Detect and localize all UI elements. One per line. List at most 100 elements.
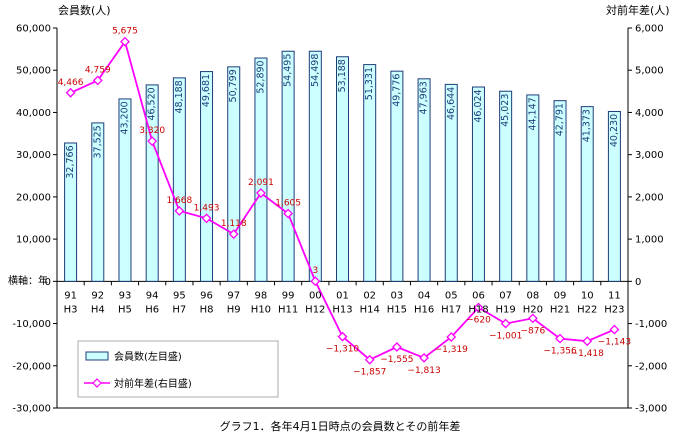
right-tick-label: -3,000 <box>635 404 667 415</box>
x-tick-label-japanese: H8 <box>200 304 214 315</box>
right-tick-label: 1,000 <box>635 235 664 246</box>
bar <box>390 70 404 282</box>
bar <box>417 78 431 282</box>
x-axis-ticks: 91 92 93 94 95 96 97 98 99 00 01 02 03 04 05 06 07 08 09 10… <box>56 281 629 315</box>
right-axis-ticks: 6,000 5,000 4,000 3,000 2,000 1,000 0 -1,000 -2,… <box>628 24 667 415</box>
bar-data-label: 53,188 <box>337 59 348 92</box>
x-tick-label-japanese: H7 <box>172 304 186 315</box>
line-point <box>391 342 402 352</box>
line-data-label: −1,310 <box>326 345 360 355</box>
x-tick-label-western: 00 <box>309 290 322 301</box>
bar <box>254 57 268 282</box>
x-tick-label-japanese: H10 <box>251 304 271 315</box>
bar <box>227 66 241 282</box>
x-tick-label-japanese: H3 <box>64 304 78 315</box>
left-tick-label: 20,000 <box>16 192 51 203</box>
bar-series <box>64 50 621 282</box>
line-point <box>364 354 375 365</box>
x-tick-label-japanese: H14 <box>360 304 380 315</box>
bar-data-label: 46,024 <box>473 89 484 122</box>
line-point <box>582 336 593 347</box>
right-tick-label: 3,000 <box>635 150 664 161</box>
bar <box>607 110 621 282</box>
bar-data-label: 46,520 <box>147 87 158 120</box>
x-tick-label-western: 09 <box>554 290 567 301</box>
line-data-label: −1,143 <box>598 338 631 348</box>
line-point <box>609 324 620 335</box>
bar-data-label: 42,791 <box>555 103 566 136</box>
bar <box>553 100 567 282</box>
bar-data-label: 43,200 <box>119 101 130 134</box>
left-tick-label: 10,000 <box>16 235 51 246</box>
left-tick-label: 0 <box>45 277 51 288</box>
x-tick-label-western: 97 <box>227 290 240 301</box>
line-data-label: −876 <box>520 326 545 336</box>
left-tick-label: -20,000 <box>12 361 51 372</box>
x-tick-label-japanese: H15 <box>387 304 407 315</box>
left-axis-ticks: 60,000 50,000 40,000 30,000 20,000 10,000 0 -10… <box>12 24 57 415</box>
line-point <box>283 208 294 219</box>
right-tick-label: -2,000 <box>635 361 667 372</box>
x-tick-label-western: 11 <box>608 290 621 301</box>
line-data-label: 5,675 <box>112 27 138 37</box>
x-tick-label-western: 95 <box>173 290 186 301</box>
line-data-label: 3,320 <box>139 126 165 136</box>
bar-data-label: 41,373 <box>582 109 593 142</box>
x-tick-label-western: 04 <box>418 290 431 301</box>
x-tick-label-japanese: H19 <box>496 304 516 315</box>
right-tick-label: -1,000 <box>635 319 667 330</box>
right-tick-label: 5,000 <box>635 66 664 77</box>
bar <box>444 83 458 282</box>
line-point <box>256 188 266 198</box>
x-tick-label-japanese: H22 <box>577 304 597 315</box>
x-tick-label-western: 91 <box>64 290 77 301</box>
right-tick-label: 0 <box>635 277 641 288</box>
line-point <box>419 352 429 363</box>
line-data-label: −1,001 <box>489 332 522 342</box>
line-point <box>555 333 565 344</box>
x-tick-label-western: 01 <box>336 290 349 301</box>
x-tick-label-western: 06 <box>472 290 485 301</box>
line-data-label: 1,118 <box>221 219 247 229</box>
left-tick-label: 40,000 <box>16 108 51 119</box>
bar-data-label: 52,890 <box>255 60 266 93</box>
line-data-label: 1,493 <box>194 203 220 213</box>
line-data-label: −1,418 <box>571 349 605 359</box>
bar-data-label: 50,799 <box>228 69 239 102</box>
bar-data-label: 51,331 <box>364 67 375 100</box>
bar-data-label: 48,188 <box>174 80 185 113</box>
line-point <box>527 313 538 324</box>
line-point <box>337 331 348 342</box>
x-tick-label-japanese: H20 <box>523 304 543 315</box>
line-point <box>228 229 239 240</box>
bar-data-label: 45,023 <box>500 94 511 127</box>
x-tick-label-japanese: H23 <box>604 304 624 315</box>
bar <box>118 98 132 282</box>
right-tick-label: 6,000 <box>635 24 664 35</box>
x-tick-label-japanese: H6 <box>145 304 159 315</box>
bar <box>471 86 485 282</box>
x-tick-label-western: 07 <box>499 290 512 301</box>
bar-data-label: 54,495 <box>283 54 294 87</box>
bar-data-label: 44,147 <box>527 97 538 130</box>
bar-data-label: 54,498 <box>310 54 321 87</box>
bar <box>363 64 377 282</box>
line-data-label: 4,759 <box>85 65 111 75</box>
x-tick-label-western: 94 <box>146 290 159 301</box>
line-data-label: −1,356 <box>543 347 577 357</box>
bar <box>499 90 513 282</box>
x-tick-label-japanese: H12 <box>305 304 325 315</box>
line-data-label: 1,668 <box>166 196 192 206</box>
bar <box>526 94 540 282</box>
line-point <box>310 276 321 287</box>
line-data-label: −1,857 <box>353 368 386 378</box>
right-tick-label: 4,000 <box>635 108 664 119</box>
bar <box>145 84 159 282</box>
line-point <box>120 36 130 47</box>
legend: 会員数(左目盛) 対前年差(右目盛) <box>77 340 279 398</box>
bar-data-label: 49,776 <box>391 74 402 107</box>
left-tick-label: 30,000 <box>16 150 51 161</box>
chart-title: グラフ1．各年4月1日時点の会員数とその前年差 <box>220 419 461 433</box>
x-tick-label-japanese: H4 <box>91 304 105 315</box>
